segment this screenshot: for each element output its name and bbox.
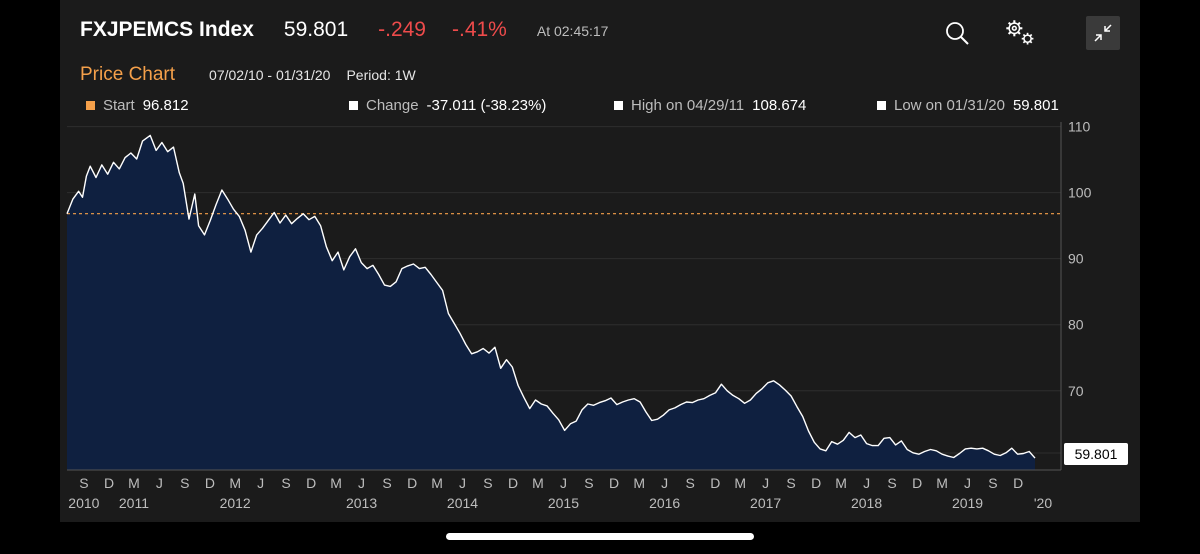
chart-type-title[interactable]: Price Chart bbox=[80, 64, 176, 85]
x-tick-label: J bbox=[964, 475, 971, 491]
x-tick-label: D bbox=[912, 475, 922, 491]
x-tick-label: J bbox=[358, 475, 365, 491]
stat-low: Low on 01/31/20 59.801 bbox=[877, 97, 1059, 114]
search-icon bbox=[946, 22, 969, 45]
y-tick-label: 80 bbox=[1068, 317, 1084, 333]
stats-bar: Start 96.812 Change -37.011 (-38.23%) Hi… bbox=[0, 97, 1200, 119]
x-year-label: 2018 bbox=[851, 495, 882, 511]
gear-icon bbox=[1006, 20, 1034, 45]
y-tick-label: 90 bbox=[1068, 251, 1084, 267]
x-tick-label: M bbox=[936, 475, 948, 491]
date-range: 07/02/10 - 01/31/20 bbox=[209, 67, 331, 83]
ticker-name: FXJPEMCS Index bbox=[80, 18, 254, 41]
x-tick-label: J bbox=[156, 475, 163, 491]
x-tick-label: J bbox=[661, 475, 668, 491]
x-tick-label: M bbox=[633, 475, 645, 491]
x-tick-label: J bbox=[863, 475, 870, 491]
x-year-label: 2015 bbox=[548, 495, 579, 511]
x-tick-label: S bbox=[584, 475, 593, 491]
price-line bbox=[66, 134, 1036, 459]
x-tick-label: M bbox=[532, 475, 544, 491]
last-value-label: 59.801 bbox=[1075, 446, 1118, 462]
x-tick-label: S bbox=[988, 475, 997, 491]
stat-low-label: Low on 01/31/20 bbox=[894, 97, 1005, 114]
last-price: 59.801 bbox=[283, 18, 349, 41]
x-year-label: 2010 bbox=[68, 495, 99, 511]
x-tick-label: M bbox=[734, 475, 746, 491]
x-end-label: '20 bbox=[1034, 495, 1052, 511]
stat-start-label: Start bbox=[103, 97, 135, 114]
stat-start: Start 96.812 bbox=[86, 97, 189, 114]
quote-header: FXJPEMCS Index 59.801 -.249 -.41% At 02:… bbox=[80, 18, 608, 48]
as-of-time: At 02:45:17 bbox=[536, 23, 609, 39]
x-year-label: 2017 bbox=[750, 495, 781, 511]
x-tick-label: D bbox=[205, 475, 215, 491]
x-tick-label: M bbox=[229, 475, 241, 491]
x-tick-label: J bbox=[459, 475, 466, 491]
x-tick-label: D bbox=[407, 475, 417, 491]
stat-change: Change -37.011 (-38.23%) bbox=[349, 97, 546, 114]
collapse-button[interactable] bbox=[1086, 16, 1120, 50]
percent-change: -.41% bbox=[452, 18, 507, 41]
x-tick-label: S bbox=[483, 475, 492, 491]
x-tick-label: J bbox=[257, 475, 264, 491]
x-tick-label: D bbox=[104, 475, 114, 491]
net-change: -.249 bbox=[378, 18, 426, 41]
stat-high: High on 04/29/11 108.674 bbox=[614, 97, 806, 114]
y-tick-label: 100 bbox=[1068, 185, 1092, 201]
stat-start-value: 96.812 bbox=[142, 97, 189, 114]
x-tick-label: D bbox=[710, 475, 720, 491]
last-value-tag: 59.801 bbox=[1064, 443, 1128, 465]
x-tick-label: D bbox=[811, 475, 821, 491]
x-tick-label: J bbox=[560, 475, 567, 491]
start-swatch bbox=[86, 101, 95, 110]
x-tick-label: S bbox=[180, 475, 189, 491]
x-tick-label: S bbox=[79, 475, 88, 491]
x-tick-label: D bbox=[1013, 475, 1023, 491]
x-tick-label: S bbox=[685, 475, 694, 491]
stat-change-label: Change bbox=[366, 97, 419, 114]
x-tick-label: D bbox=[609, 475, 619, 491]
chart-subheader: Price Chart 07/02/10 - 01/31/20 Period: … bbox=[80, 64, 416, 86]
home-indicator[interactable] bbox=[446, 533, 754, 540]
x-year-label: 2012 bbox=[220, 495, 251, 511]
period: Period: 1W bbox=[346, 67, 416, 83]
x-tick-label: S bbox=[786, 475, 795, 491]
x-year-label: 2014 bbox=[447, 495, 478, 511]
stat-high-label: High on 04/29/11 bbox=[631, 97, 745, 114]
x-tick-label: D bbox=[508, 475, 518, 491]
x-tick-label: M bbox=[128, 475, 140, 491]
x-tick-label: S bbox=[281, 475, 290, 491]
settings-button[interactable] bbox=[1003, 16, 1037, 50]
y-axis-ticks: 70 80 90 100 110 bbox=[1068, 119, 1092, 399]
high-swatch bbox=[614, 101, 623, 110]
y-tick-label: 70 bbox=[1068, 383, 1084, 399]
stat-high-value: 108.674 bbox=[752, 97, 807, 114]
x-tick-label: S bbox=[887, 475, 896, 491]
low-swatch bbox=[877, 101, 886, 110]
x-year-label: 2019 bbox=[952, 495, 983, 511]
stat-change-value: -37.011 (-38.23%) bbox=[426, 97, 547, 114]
collapse-icon bbox=[1094, 24, 1112, 42]
stat-low-value: 59.801 bbox=[1012, 97, 1059, 114]
x-year-label: 2016 bbox=[649, 495, 680, 511]
x-tick-label: M bbox=[431, 475, 443, 491]
x-tick-label: S bbox=[382, 475, 391, 491]
x-tick-label: J bbox=[762, 475, 769, 491]
x-tick-label: M bbox=[835, 475, 847, 491]
last-value-box bbox=[1064, 443, 1128, 465]
x-year-label: 2011 bbox=[119, 495, 149, 511]
y-tick-label: 110 bbox=[1068, 119, 1091, 135]
price-area bbox=[67, 135, 1035, 470]
change-swatch bbox=[349, 101, 358, 110]
x-tick-label: M bbox=[330, 475, 342, 491]
x-tick-label: D bbox=[306, 475, 316, 491]
x-year-label: 2013 bbox=[346, 495, 377, 511]
search-button[interactable] bbox=[940, 16, 974, 50]
